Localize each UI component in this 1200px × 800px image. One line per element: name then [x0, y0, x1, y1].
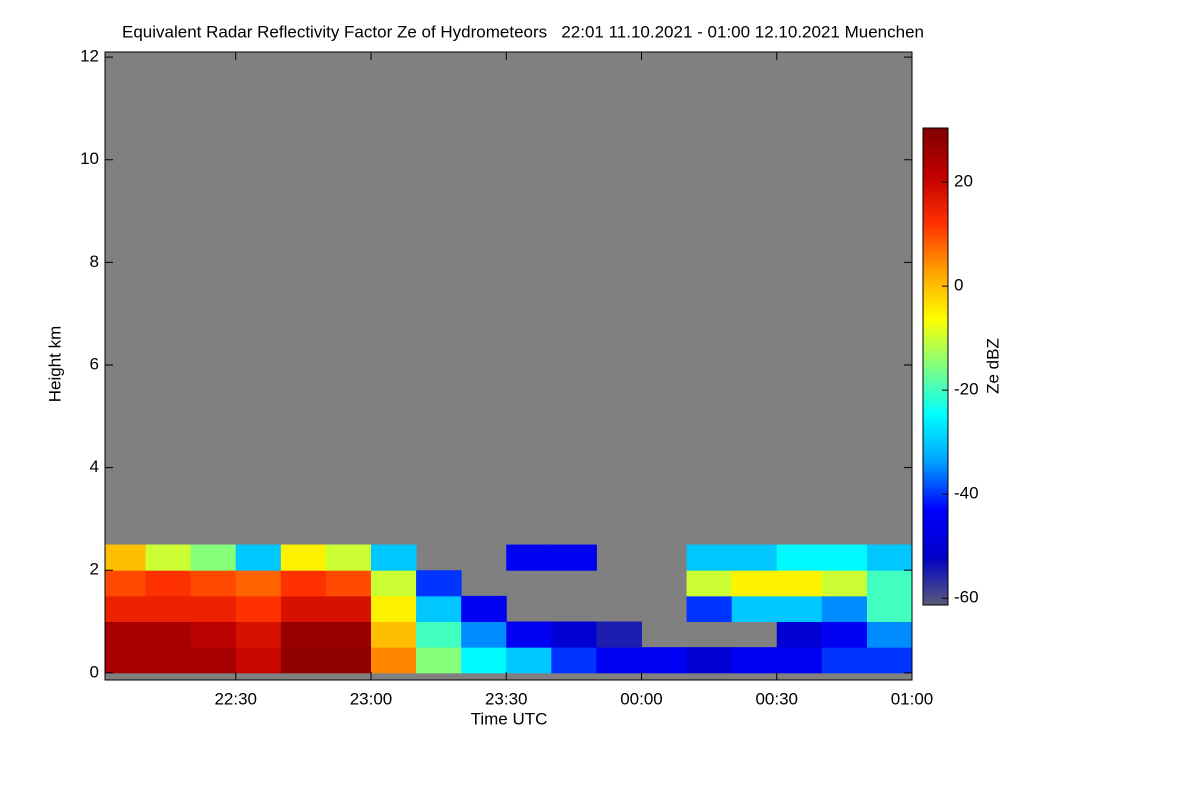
- heatmap-cell: [686, 647, 733, 674]
- x-tick-label: 00:00: [620, 689, 663, 708]
- heatmap-cell: [776, 570, 823, 597]
- heatmap-cell: [325, 595, 372, 623]
- heatmap-cell: [821, 647, 868, 674]
- heatmap-cell: [776, 621, 823, 648]
- heatmap-cell: [551, 621, 597, 648]
- heatmap-cell: [190, 595, 237, 623]
- heatmap-cell: [280, 544, 327, 571]
- heatmap-cell: [325, 570, 372, 597]
- heatmap-cell: [145, 595, 192, 623]
- heatmap-cell: [686, 570, 733, 597]
- heatmap-cell: [235, 544, 282, 571]
- x-tick-label: 22:30: [214, 689, 257, 708]
- heatmap-cell: [506, 621, 552, 648]
- heatmap-cell: [280, 570, 327, 597]
- heatmap-cell: [821, 621, 868, 648]
- heatmap-cell: [235, 595, 282, 623]
- heatmap-cell: [461, 621, 507, 648]
- heatmap-cell: [325, 544, 372, 571]
- colorbar: [922, 127, 949, 606]
- heatmap-cell: [866, 595, 913, 623]
- heatmap-cell: [370, 570, 417, 597]
- heatmap-cell: [145, 544, 192, 571]
- x-tick-label: 23:00: [350, 689, 393, 708]
- y-tick-label: 4: [90, 457, 99, 476]
- heatmap-cell: [866, 647, 913, 674]
- colorbar-tick-label: -20: [954, 380, 979, 399]
- heatmap-cell: [866, 621, 913, 648]
- colorbar-tick-label: -60: [954, 588, 979, 607]
- heatmap-cell: [731, 570, 778, 597]
- heatmap-cell: [105, 570, 147, 597]
- heatmap-cell: [416, 570, 462, 597]
- heatmap-cell: [641, 647, 688, 674]
- heatmap-cell: [235, 647, 282, 674]
- heatmap-cell: [731, 595, 778, 623]
- x-tick-label: 00:30: [755, 689, 798, 708]
- heatmap-cell: [235, 621, 282, 648]
- y-tick-label: 0: [90, 662, 99, 681]
- heatmap-cell: [280, 647, 327, 674]
- plot-frame: [104, 51, 913, 681]
- heatmap-cell: [731, 544, 778, 571]
- heatmap-cell: [235, 570, 282, 597]
- heatmap-cell: [596, 647, 642, 674]
- heatmap-cell: [105, 544, 147, 571]
- heatmap-cell: [731, 647, 778, 674]
- y-axis-label: Height km: [45, 326, 64, 403]
- heatmap-cell: [461, 595, 507, 623]
- x-tick-label: 01:00: [891, 689, 934, 708]
- colorbar-label: Ze dBZ: [983, 338, 1002, 394]
- heatmap-cell: [776, 647, 823, 674]
- heatmap-cell: [596, 621, 642, 648]
- heatmap-cell: [190, 621, 237, 648]
- heatmap-cell: [416, 595, 462, 623]
- heatmap-cell: [370, 595, 417, 623]
- heatmap-cell: [866, 570, 913, 597]
- heatmap-cell: [145, 621, 192, 648]
- heatmap-cell: [105, 647, 147, 674]
- colorbar-tick-label: -40: [954, 484, 979, 503]
- heatmap-cell: [190, 570, 237, 597]
- heatmap-cell: [370, 647, 417, 674]
- heatmap-cell: [280, 621, 327, 648]
- heatmap-cell: [506, 544, 552, 571]
- x-tick-label: 23:30: [485, 689, 528, 708]
- heatmap-cell: [416, 647, 462, 674]
- colorbar-tick-label: 20: [954, 172, 973, 191]
- heatmap-cell: [821, 595, 868, 623]
- x-axis-label: Time UTC: [471, 709, 548, 728]
- heatmap-cell: [190, 544, 237, 571]
- heatmap-cell: [105, 595, 147, 623]
- heatmap-cell: [551, 647, 597, 674]
- colorbar-tick-label: 0: [954, 276, 963, 295]
- heatmap-cell: [325, 621, 372, 648]
- heatmap-cell: [370, 621, 417, 648]
- heatmap-cell: [686, 544, 733, 571]
- heatmap-cell: [370, 544, 417, 571]
- heatmap-cell: [280, 595, 327, 623]
- heatmap-cell: [821, 570, 868, 597]
- heatmap-cell: [866, 544, 913, 571]
- heatmap-cell: [506, 647, 552, 674]
- heatmap-cell: [461, 647, 507, 674]
- heatmap-cell: [145, 647, 192, 674]
- heatmap-cell: [325, 647, 372, 674]
- heatmap-cell: [686, 595, 733, 623]
- chart-title: Equivalent Radar Reflectivity Factor Ze …: [122, 22, 924, 41]
- y-tick-label: 12: [80, 47, 99, 66]
- heatmap-cell: [105, 621, 147, 648]
- y-tick-label: 2: [90, 560, 99, 579]
- heatmap-cell: [821, 544, 868, 571]
- y-tick-label: 10: [80, 149, 99, 168]
- heatmap-cell: [190, 647, 237, 674]
- heatmap-cell: [416, 621, 462, 648]
- heatmap-cell: [776, 544, 823, 571]
- y-tick-label: 6: [90, 354, 99, 373]
- y-tick-label: 8: [90, 252, 99, 271]
- heatmap-cell: [776, 595, 823, 623]
- heatmap-cell: [145, 570, 192, 597]
- heatmap-cell: [551, 544, 597, 571]
